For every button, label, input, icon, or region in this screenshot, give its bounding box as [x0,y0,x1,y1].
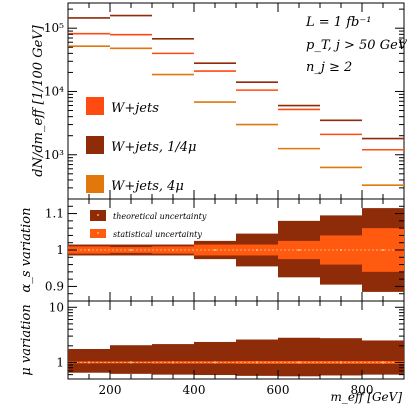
alpha-marker-2 [172,249,174,251]
mu-marker-2 [172,361,174,364]
mu-ytick-label-10: 10 [49,300,64,314]
legend-marker-statistical [97,232,99,234]
x-tick-label-400: 400 [183,383,206,397]
njets-annotation: n_j ≥ 2 [306,60,352,75]
mu-theo-band-2 [152,344,194,375]
alpha-ytick-label-1: 1 [56,243,64,257]
alpha-ytick-label-1.1: 1.1 [45,207,64,221]
alpha-marker-0 [88,249,90,251]
legend-label-wjets: W+jets [111,101,159,116]
legend-marker-theoretical [97,214,99,216]
mu-y-axis-label: μ variation [19,304,34,375]
alpha-marker-1 [130,249,132,251]
axis-ticks [67,3,405,380]
mu-marker-5 [298,361,300,364]
alpha-marker-5 [298,249,300,251]
mu-theo-band-5 [278,337,320,377]
mu-marker-7 [382,361,384,364]
alpha-marker-3 [214,249,216,251]
legend-label-wjets-quarter-mu: W+jets, 1/4μ [111,140,197,155]
mu-marker-0 [88,361,90,364]
tick-labels: 200 400 600 800 10³ 10⁴ 10⁵ 1 10 0.9 1 1.1 [44,21,374,397]
main-ytick-label-10000: 10⁴ [44,84,64,98]
main-y-axis-label: dN/dm_eff [1/100 GeV] [31,24,46,176]
alpha-ytick-label-0.9: 0.9 [45,279,64,293]
main-ytick-label-100000: 10⁵ [44,21,64,35]
mu-ytick-label-1: 1 [56,355,64,369]
mu-theo-band-6 [320,338,362,376]
pt-cut-annotation: p_T, j > 50 GeV [306,38,407,53]
legend-swatch-wjets [86,97,104,115]
mu-bands [68,337,404,377]
legend-label-wjets-4mu: W+jets, 4μ [111,179,184,194]
legend-swatch-wjets-quarter-mu [86,136,104,154]
alpha-marker-4 [256,249,258,251]
main-ytick-label-1000: 10³ [44,148,64,162]
mu-marker-3 [214,361,216,364]
mu-theo-band-7 [362,340,404,375]
mu-theo-band-0 [68,349,110,373]
mu-marker-1 [130,361,132,364]
x-axis-label: m_eff [GeV] [330,390,402,404]
alpha-y-axis-label: α_s variation [19,208,34,293]
mu-marker-6 [340,361,342,364]
x-tick-label-200: 200 [99,383,122,397]
x-tick-label-600: 600 [267,383,290,397]
x-tick-label-800: 800 [351,383,374,397]
main-series [68,14,404,187]
mu-theo-band-4 [236,339,278,376]
mu-theo-band-3 [194,341,236,376]
mu-marker-4 [256,361,258,364]
alpha-marker-7 [382,249,384,251]
mu-theo-band-1 [110,345,152,374]
alpha-marker-6 [340,249,342,251]
luminosity-annotation: L = 1 fb⁻¹ [305,15,371,30]
legend-label-theoretical: theoretical uncertainty [113,212,207,221]
legend-swatch-wjets-4mu [86,175,104,193]
legend-label-statistical: statistical uncertainty [113,230,202,239]
